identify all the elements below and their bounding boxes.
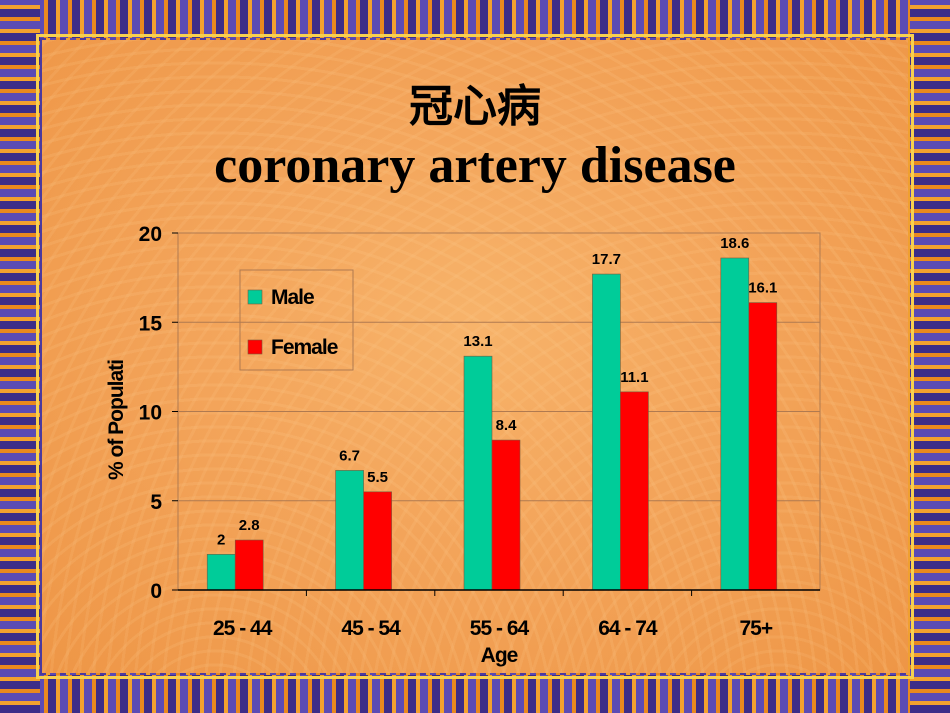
bar-female-3: [491, 439, 521, 591]
data-label-male-3: 13.1: [463, 333, 492, 350]
bar-female-4: [620, 391, 649, 591]
y-axis-label: % of Populati: [105, 360, 128, 480]
y-tick-label: 0: [150, 580, 162, 603]
bar-male-1: [206, 553, 236, 591]
y-tick-label: 20: [139, 223, 162, 246]
gold-inner-border: [36, 34, 914, 679]
y-tick-label: 10: [139, 402, 162, 425]
x-tick-label: 64 - 74: [598, 617, 658, 640]
data-label-female-1: 2.8: [239, 517, 260, 534]
bar-male-2: [335, 470, 364, 591]
x-axis-label: Age: [481, 644, 518, 667]
data-label-male-5: 18.6: [720, 235, 749, 252]
data-labels: 2 2.8 6.7 5.5 13.1 8.4 17.7 11.1 18.6 16.1: [217, 235, 777, 548]
frame-left-border: [0, 0, 40, 713]
x-tick-label: 25 - 44: [213, 617, 273, 640]
x-tick-label: 45 - 54: [341, 617, 401, 640]
data-label-female-2: 5.5: [367, 469, 388, 486]
data-label-female-4: 11.1: [620, 369, 648, 386]
frame-top-border: [0, 0, 950, 38]
legend-swatch-female: [247, 339, 263, 355]
data-label-female-3: 8.4: [496, 417, 518, 434]
bar-female-2: [363, 491, 392, 591]
data-label-male-2: 6.7: [339, 447, 360, 464]
bars: [206, 257, 778, 591]
data-label-male-1: 2: [217, 531, 225, 548]
y-tick-label: 15: [139, 312, 163, 335]
data-label-male-4: 17.7: [592, 251, 621, 268]
legend-box: [239, 269, 354, 371]
bar-male-3: [463, 355, 493, 591]
frame-right-border: [910, 0, 950, 713]
bar-male-4: [592, 273, 621, 591]
x-tick-label: 75+: [739, 617, 772, 640]
legend: Male Female: [239, 269, 354, 371]
frame-bottom-border: [0, 675, 950, 713]
legend-label-female: Female: [271, 336, 338, 359]
bar-female-5: [748, 302, 778, 591]
legend-label-male: Male: [271, 286, 314, 309]
bar-female-1: [234, 539, 264, 591]
slide-title-chinese: 冠心病: [409, 81, 541, 132]
data-label-female-5: 16.1: [748, 280, 777, 297]
slide-title-english: coronary artery disease: [214, 137, 736, 194]
legend-swatch-male: [247, 289, 263, 305]
bar-male-5: [720, 257, 750, 591]
y-tick-labels: 0 5 10 15 20: [139, 223, 163, 603]
x-tick-labels: 25 - 44 45 - 54 55 - 64 64 - 74 75+: [213, 590, 774, 640]
y-tick-label: 5: [150, 491, 162, 514]
x-tick-label: 55 - 64: [470, 617, 530, 640]
